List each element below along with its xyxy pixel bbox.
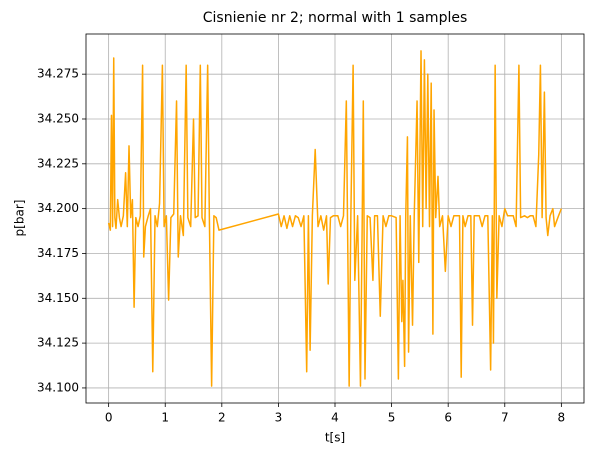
- x-tick-label: 2: [218, 411, 226, 425]
- x-tick-label: 4: [331, 411, 339, 425]
- y-tick-label: 34.275: [37, 67, 79, 81]
- y-tick-label: 34.100: [37, 380, 79, 394]
- x-tick-label: 5: [388, 411, 396, 425]
- x-tick-label: 0: [105, 411, 113, 425]
- y-axis-label: p[bar]: [13, 200, 27, 237]
- y-tick-label: 34.150: [37, 291, 79, 305]
- y-tick-label: 34.250: [37, 111, 79, 125]
- x-tick-label: 7: [501, 411, 509, 425]
- plot-frame: [85, 33, 585, 404]
- y-tick-label: 34.225: [37, 156, 79, 170]
- data-line: [107, 50, 563, 387]
- y-tick-label: 34.200: [37, 201, 79, 215]
- x-axis-label: t[s]: [325, 431, 345, 445]
- x-tick-label: 8: [558, 411, 566, 425]
- x-tick-label: 6: [444, 411, 452, 425]
- x-tick-label: 1: [161, 411, 169, 425]
- chart-title: Cisnienie nr 2; normal with 1 samples: [203, 10, 468, 26]
- y-tick-label: 34.125: [37, 336, 79, 350]
- x-tick-label: 3: [275, 411, 283, 425]
- y-tick-label: 34.175: [37, 246, 79, 260]
